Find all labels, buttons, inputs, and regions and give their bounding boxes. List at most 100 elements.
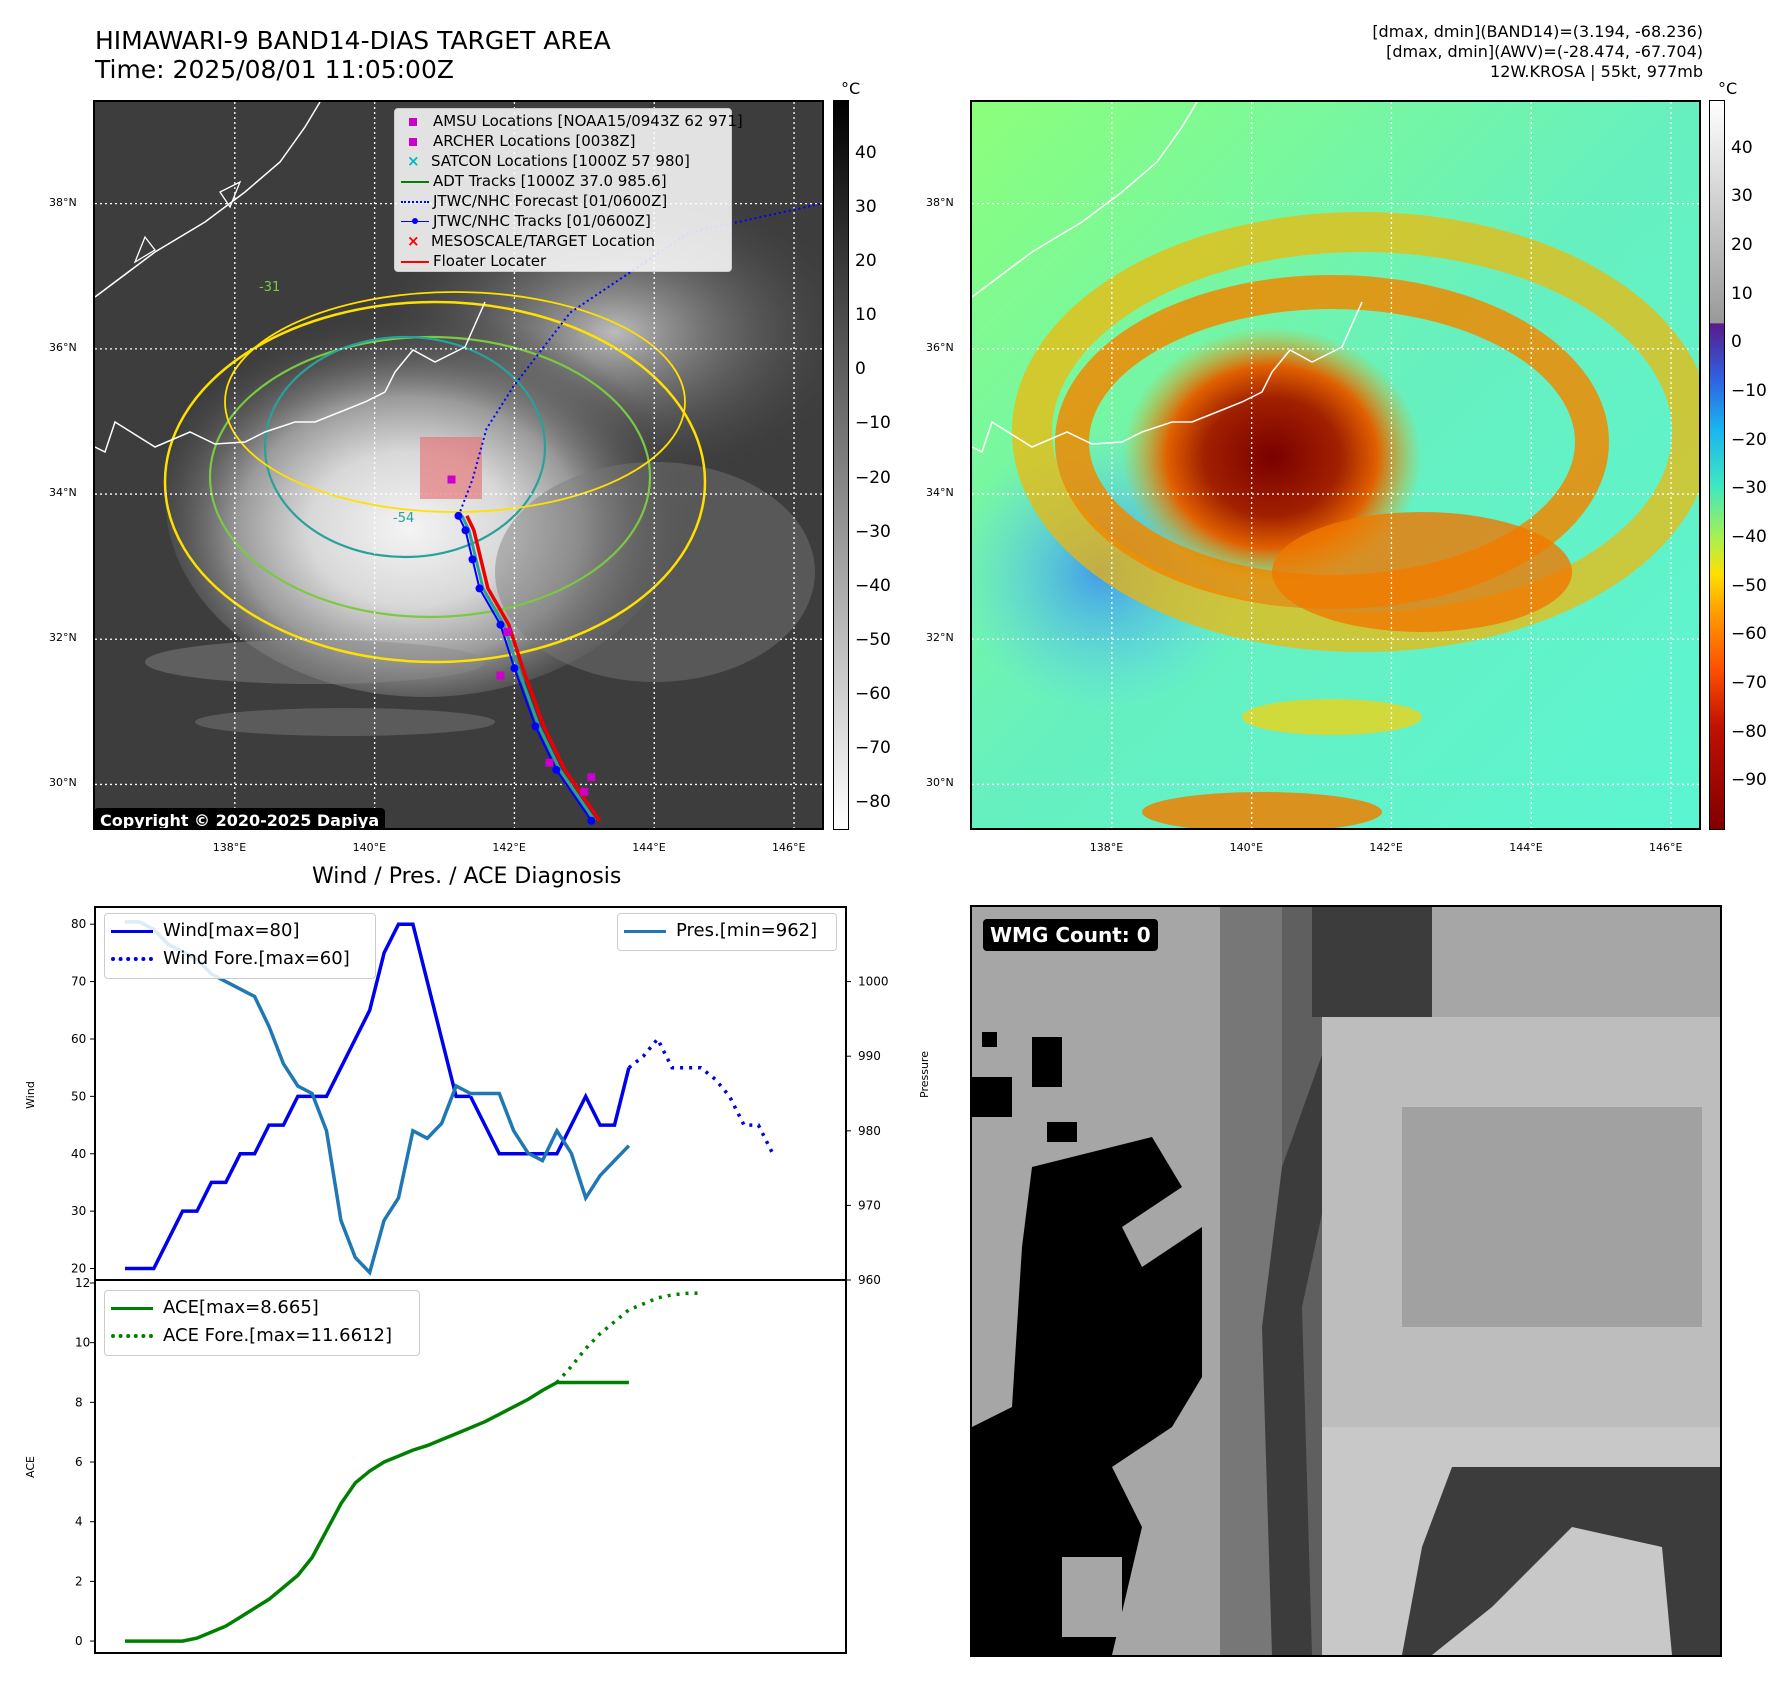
jtwc-track-point [587, 816, 596, 825]
colorbar-tick-label: 0 [855, 359, 866, 380]
coastline [972, 102, 1363, 454]
black-region [972, 1137, 1202, 1655]
line-icon [111, 929, 153, 933]
colorbar-tick-label: 40 [855, 143, 877, 164]
contour-yellow-outer [163, 300, 707, 664]
legend-pressure: Pres.[min=962] [624, 920, 817, 941]
lat-tick-label: 38°N [926, 195, 954, 209]
east-cloud-band [495, 462, 815, 682]
wmg-pixel-grid [972, 907, 1720, 1655]
legend-item-jtwc: JTWC/NHC Tracks [01/0600Z] [401, 212, 651, 230]
wmg-count-badge: WMG Count: 0 [983, 919, 1158, 951]
lat-tick-label: 36°N [926, 340, 954, 354]
legend-item-forecast: JTWC/NHC Forecast [01/0600Z] [401, 192, 667, 210]
colorbar-tick-label: −10 [855, 413, 891, 434]
legend-wind-forecast: Wind Fore.[max=60] [111, 948, 350, 969]
archer-marker [503, 627, 512, 636]
contour-yellow-north [224, 291, 686, 513]
contour-label-31: -31 [259, 280, 280, 295]
ace-legend: ACE[max=8.665] ACE Fore.[max=11.6612] [104, 1290, 420, 1356]
ace-tick-label: 2 [75, 1574, 83, 1588]
series-line [125, 922, 471, 1271]
mesoscale-target-box [420, 437, 482, 499]
wmg-pixel-panel: WMG Count: 0 [970, 905, 1722, 1657]
copyright-badge: Copyright © 2020-2025 Dapiya [95, 808, 386, 828]
colorbar-tick-label: 10 [855, 305, 877, 326]
archer-marker [545, 758, 554, 767]
black-cell [1047, 1122, 1077, 1142]
coastline [95, 102, 486, 454]
legend-wind: Wind[max=80] [111, 920, 300, 941]
line-dot-icon [401, 218, 429, 224]
floater-track [465, 515, 602, 822]
lat-tick-label: 32°N [926, 631, 954, 645]
colorbar-tick-label: −10 [1731, 381, 1767, 401]
legend-item-archer: ARCHER Locations [0038Z] [401, 132, 636, 150]
pressure-legend: Pres.[min=962] [617, 913, 837, 951]
lon-tick-label: 146°E [1649, 841, 1683, 854]
colorbar-tick-label: −30 [855, 521, 891, 542]
colorbar-tick-label: −80 [855, 791, 891, 812]
awv-map-canvas [972, 102, 1699, 828]
main-title: HIMAWARI-9 BAND14-DIAS TARGET AREA [95, 26, 611, 55]
pressure-tick-label: 1000 [858, 975, 889, 989]
jtwc-track-point [552, 765, 561, 774]
colorbar2-unit: °C [1718, 79, 1738, 98]
lat-tick-label: 38°N [49, 195, 77, 209]
contour-label-54: -54 [393, 511, 414, 526]
ace-axes [94, 1279, 847, 1654]
wind-tick-label: 40 [71, 1147, 86, 1161]
colorbar-tick-label: 20 [855, 251, 877, 272]
legend-ace: ACE[max=8.665] [111, 1297, 319, 1318]
wind-tick-label: 20 [71, 1262, 86, 1276]
lon-tick-label: 138°E [1089, 841, 1124, 854]
timestamp: Time: 2025/08/01 11:05:00Z [95, 55, 454, 84]
colorbar-tick-label: −80 [1731, 721, 1767, 742]
ace-tick-label: 12 [75, 1276, 90, 1290]
legend-item-adt: ADT Tracks [1000Z 37.0 985.6] [401, 172, 667, 190]
colorbar-tick-label: −30 [1731, 478, 1767, 499]
dmax-awv: [dmax, dmin](AWV)=(-28.474, -67.704) [1386, 42, 1703, 61]
wind-tick-label: 30 [71, 1204, 86, 1218]
pressure-label: Pressure [918, 1051, 931, 1098]
awv-enhanced-map [970, 100, 1701, 830]
archer-marker [587, 773, 596, 782]
dark-cell-north [1312, 907, 1432, 1017]
jtwc-track-point [468, 555, 477, 564]
grayscale-colorbar [833, 100, 849, 830]
wind-pressure-ace-chart: 20 30 40 50 60 70 80 960 970 980 990 1000 0 2 4 6 8 10 12… [24, 906, 889, 1654]
lon-tick-label: 142°E [492, 841, 526, 854]
jtwc-track-point [454, 511, 463, 520]
legend-item-satcon: × SATCON Locations [1000Z 57 980] [407, 152, 690, 170]
colorbar-tick-label: −60 [855, 683, 891, 704]
mid-gray-region [1402, 1107, 1702, 1327]
pressure-tick-label: 970 [858, 1198, 881, 1212]
gray-gap [1062, 1557, 1122, 1637]
colorbar-tick-label: 40 [1731, 137, 1753, 158]
storm-info: 12W.KROSA | 55kt, 977mb [1490, 62, 1703, 81]
colorbar-tick-label: 30 [855, 197, 877, 218]
legend-item-floater: Floater Locater [401, 252, 546, 270]
lon-tick-label: 146°E [772, 841, 806, 854]
archer-marker [580, 787, 589, 796]
ace-tick-label: 10 [75, 1336, 90, 1350]
line-icon [401, 180, 429, 183]
ace-tick-label: 4 [75, 1515, 83, 1529]
awv-colorbar [1709, 100, 1725, 830]
dmax-band14: [dmax, dmin](BAND14)=(3.194, -68.236) [1372, 22, 1703, 41]
colorbar-tick-label: −40 [855, 575, 891, 596]
black-cell [982, 1032, 997, 1047]
colorbar-tick-label: −50 [1731, 575, 1767, 596]
outer-spiral-band [1012, 212, 1699, 652]
colorbar-tick-label: −40 [1731, 527, 1767, 547]
contour-green [208, 335, 652, 619]
dotted-line-icon [111, 1334, 153, 1338]
lon-tick-label: 138°E [212, 841, 247, 854]
black-cell [972, 1077, 1012, 1117]
colorbar-tick-label: −60 [1731, 624, 1767, 645]
graticule [972, 102, 1699, 828]
map-legend: AMSU Locations [NOAA15/0943Z 62 971] ARC… [394, 108, 743, 272]
wind-tick-label: 80 [71, 917, 86, 931]
series-line [125, 1380, 629, 1643]
x-marker-icon: × [407, 232, 420, 250]
